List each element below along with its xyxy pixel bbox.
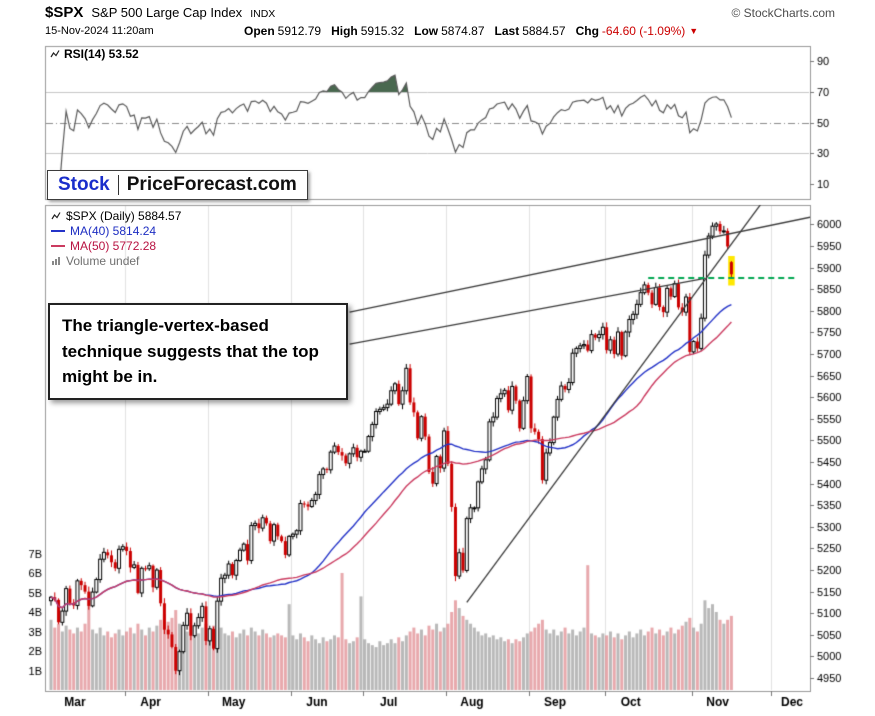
open-label: Open <box>244 24 275 38</box>
volume-bars-icon <box>52 256 60 265</box>
header: $SPX S&P 500 Large Cap Index INDX © StockC… <box>45 4 835 22</box>
quote-strip: Open 5912.79 High 5915.32 Low 5874.87 La… <box>244 24 698 38</box>
low-label: Low <box>414 24 439 38</box>
copyright-label: © StockCharts.com <box>731 6 835 20</box>
annotation-box: The triangle-vertex-based technique sugg… <box>48 303 348 400</box>
symbol: $SPX <box>45 4 84 21</box>
logo-watermark: Stock PriceForecast.com <box>47 170 308 200</box>
ma40-line-icon <box>51 229 65 232</box>
exchange-label: INDX <box>250 8 276 20</box>
price-legend-row: $SPX (Daily) 5884.57 <box>51 208 181 223</box>
ma50-legend-text: MA(50) 5772.28 <box>70 238 157 253</box>
high-label: High <box>331 24 358 38</box>
high-value: 5915.32 <box>360 24 405 38</box>
rsi-legend: RSI(14) 53.52 <box>50 47 139 61</box>
datetime-label: 15-Nov-2024 11:20am <box>45 25 154 37</box>
ma40-legend-row: MA(40) 5814.24 <box>51 223 181 238</box>
price-legend: $SPX (Daily) 5884.57 MA(40) 5814.24 MA(5… <box>51 208 181 268</box>
volume-legend-text: Volume undef <box>66 253 140 268</box>
volume-legend-row: Volume undef <box>51 253 181 268</box>
ma50-legend-row: MA(50) 5772.28 <box>51 238 181 253</box>
open-value: 5912.79 <box>277 24 322 38</box>
logo-part2: PriceForecast.com <box>126 174 297 195</box>
ma50-line-icon <box>51 244 65 247</box>
rsi-legend-text: RSI(14) 53.52 <box>64 47 139 61</box>
chg-label: Chg <box>575 24 599 38</box>
candlestick-icon <box>51 211 61 219</box>
index-name: S&P 500 Large Cap Index <box>91 5 243 20</box>
indicator-icon <box>50 50 60 58</box>
ma40-legend-text: MA(40) 5814.24 <box>70 223 157 238</box>
price-legend-text: $SPX (Daily) 5884.57 <box>66 208 182 223</box>
chg-value: -64.60 (-1.09%) <box>601 24 686 38</box>
last-label: Last <box>494 24 520 38</box>
last-value: 5884.57 <box>522 24 566 38</box>
chg-down-arrow-icon: ▼ <box>689 26 699 36</box>
logo-divider <box>117 175 119 195</box>
low-value: 5874.87 <box>441 24 485 38</box>
title-group: $SPX S&P 500 Large Cap Index INDX <box>45 4 275 22</box>
logo-part1: Stock <box>58 174 110 195</box>
